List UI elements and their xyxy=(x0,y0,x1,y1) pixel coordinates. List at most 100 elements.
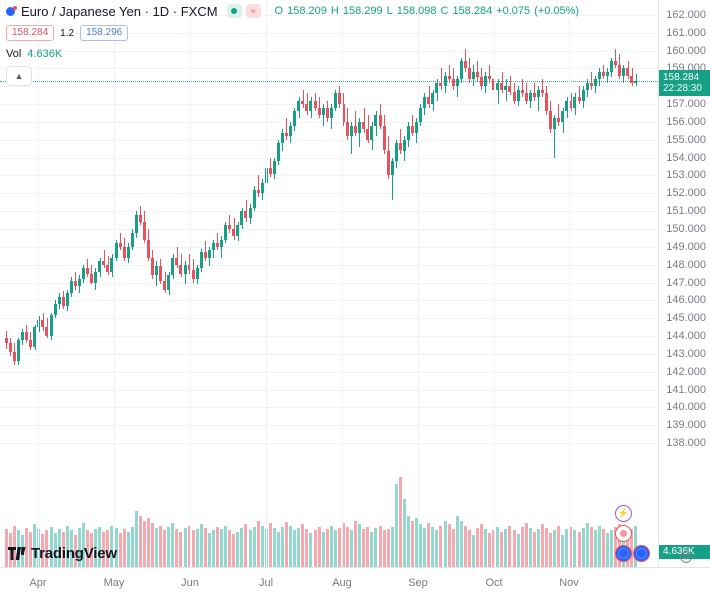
volume-bar xyxy=(135,510,138,567)
candle-body xyxy=(626,68,629,76)
candle-body xyxy=(159,266,162,281)
time-axis-tick: Jul xyxy=(258,577,274,589)
price-axis-tick: 145.000 xyxy=(666,312,706,324)
price-axis-tick: 156.000 xyxy=(666,116,706,128)
candle-body xyxy=(622,68,625,76)
candle-body xyxy=(139,214,142,222)
candle-body xyxy=(379,114,382,126)
candle-body xyxy=(573,96,576,108)
candle-wick xyxy=(591,72,592,90)
candle-body xyxy=(86,268,89,274)
candle-body xyxy=(586,82,589,90)
candle-body xyxy=(45,327,48,337)
candle-body xyxy=(196,268,199,279)
volume-bar xyxy=(387,529,390,567)
realtime-left-icon[interactable] xyxy=(615,545,632,562)
volume-bar xyxy=(301,524,304,567)
candle-body xyxy=(484,75,487,87)
candle-body xyxy=(354,125,357,133)
candle-body xyxy=(305,104,308,112)
candle-body xyxy=(529,93,532,101)
candle-body xyxy=(460,61,463,80)
candle-body xyxy=(293,111,296,126)
price-axis-tick: 138.000 xyxy=(666,437,706,449)
candle-wick xyxy=(364,107,365,133)
candle-wick xyxy=(554,114,555,158)
volume-bar xyxy=(297,527,300,567)
candle-body xyxy=(358,121,361,133)
ohlc-high-label: H xyxy=(330,5,339,17)
volume-bar xyxy=(354,520,357,567)
volume-bar xyxy=(444,520,447,567)
volume-bar xyxy=(464,525,467,567)
candle-wick xyxy=(510,75,511,96)
candle-body xyxy=(175,257,178,265)
grid-line-horizontal xyxy=(0,158,658,159)
go-to-realtime-button[interactable] xyxy=(615,542,650,562)
current-price-line xyxy=(0,81,658,82)
time-axis[interactable]: Apr May Jun Jul Aug Sep Oct Nov xyxy=(0,567,710,600)
candle-body xyxy=(301,100,304,105)
price-axis-tick: 152.000 xyxy=(666,187,706,199)
record-dot-button[interactable] xyxy=(615,525,632,542)
candle-body xyxy=(119,243,122,247)
grid-line-horizontal xyxy=(0,33,658,34)
volume-bar xyxy=(541,524,544,567)
price-axis[interactable]: 4.636K 162.000 161.000 160.000 159.000 157.0… xyxy=(658,0,710,567)
candle-body xyxy=(326,107,329,119)
volume-bar xyxy=(537,529,540,567)
candle-wick xyxy=(607,68,608,83)
candle-body xyxy=(9,343,12,353)
ohlc-change-percent: (+0.05%) xyxy=(534,5,580,17)
volume-bar xyxy=(29,531,32,567)
candle-body xyxy=(614,61,617,65)
price-axis-tick: 151.000 xyxy=(666,205,706,217)
current-price-badge[interactable]: 158.284 22:28:30 xyxy=(659,70,710,96)
grid-line-horizontal xyxy=(0,372,658,373)
candle-body xyxy=(488,75,491,80)
volume-bar xyxy=(573,530,576,567)
grid-line-horizontal xyxy=(0,265,658,266)
volume-bar xyxy=(139,515,142,567)
candle-body xyxy=(240,211,243,226)
candle-wick xyxy=(506,79,507,101)
volume-bar xyxy=(110,525,113,567)
realtime-right-icon[interactable] xyxy=(633,545,650,562)
volume-bar xyxy=(594,530,597,567)
chevron-up-icon[interactable]: ▲ xyxy=(6,66,32,86)
candle-body xyxy=(289,125,292,137)
grid-line-vertical xyxy=(418,0,419,567)
candle-body xyxy=(5,337,8,344)
candle-body xyxy=(285,132,288,137)
candle-wick xyxy=(477,61,478,81)
gear-icon[interactable] xyxy=(678,549,694,565)
time-axis-tick: May xyxy=(103,577,125,589)
candle-body xyxy=(309,100,312,112)
grid-line-vertical xyxy=(266,0,267,567)
alert-lightning-button[interactable]: ⚡ xyxy=(615,505,632,522)
grid-line-horizontal xyxy=(0,390,658,391)
volume-bar xyxy=(244,524,247,567)
volume-bar xyxy=(508,525,511,567)
candle-body xyxy=(224,225,227,240)
candle-body xyxy=(314,100,317,108)
grid-line-horizontal xyxy=(0,425,658,426)
candle-body xyxy=(634,81,637,83)
candle-body xyxy=(374,114,377,126)
indicator-wave-icon[interactable]: ≈ xyxy=(245,4,261,18)
candle-wick xyxy=(603,64,604,80)
symbol-title[interactable]: Euro / Japanese Yen · 1D · FXCM xyxy=(21,3,218,19)
volume-bar xyxy=(78,527,81,567)
candle-body xyxy=(90,273,93,283)
time-axis-tick: Oct xyxy=(485,577,503,589)
ask-chip[interactable]: 158.296 xyxy=(80,25,129,41)
candle-body xyxy=(151,257,154,276)
indicator-visibility-icon[interactable] xyxy=(226,4,242,18)
volume-bar xyxy=(273,527,276,567)
bid-chip[interactable]: 158.284 xyxy=(6,25,55,41)
volume-bar xyxy=(119,532,122,567)
volume-bar xyxy=(188,525,191,567)
candle-body xyxy=(569,100,572,108)
volume-bar xyxy=(240,527,243,567)
time-axis-tick: Nov xyxy=(559,577,579,589)
